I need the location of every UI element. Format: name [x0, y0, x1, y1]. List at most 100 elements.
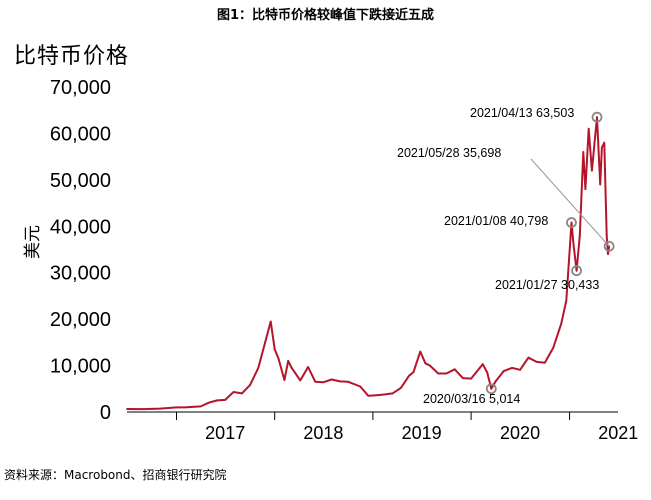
data-point [461, 377, 464, 380]
data-point [582, 151, 585, 153]
data-point [359, 385, 362, 388]
annotation-marker [591, 111, 603, 123]
x-axis: 2017 2018 2019 2020 2021 [127, 411, 638, 443]
data-point [347, 380, 350, 383]
data-point [578, 234, 581, 237]
data-point [391, 392, 394, 395]
data-point [277, 357, 280, 360]
data-point [175, 406, 178, 409]
data-point [399, 386, 402, 389]
data-point [535, 360, 538, 363]
data-point [470, 377, 473, 380]
data-point [419, 350, 422, 353]
data-point [257, 366, 260, 369]
data-point [486, 371, 489, 374]
data-point [605, 234, 608, 237]
data-point [453, 368, 456, 371]
data-point [384, 393, 386, 396]
data-point [511, 366, 513, 369]
data-point [269, 320, 272, 323]
annotation-label: 2021/01/27 30,433 [495, 278, 599, 292]
y-tick-label: 0 [100, 402, 111, 424]
annotation-label: 2021/05/28 35,698 [397, 146, 501, 160]
data-point [240, 392, 243, 395]
y-tick-label: 10,000 [50, 356, 111, 378]
data-point [603, 141, 606, 144]
data-point [424, 362, 427, 365]
data-point [584, 188, 587, 191]
data-point [142, 408, 145, 411]
data-point [437, 372, 440, 375]
data-point [290, 366, 293, 369]
x-tick-label: 2017 [205, 423, 245, 443]
data-point [587, 127, 590, 130]
data-point [543, 361, 546, 364]
data-point [445, 372, 448, 375]
annotation-marker [571, 265, 582, 277]
y-tick-label: 50,000 [50, 170, 111, 192]
data-point [199, 405, 202, 408]
series-layer [126, 116, 611, 411]
data-point [490, 387, 493, 390]
annotation-label: 2020/03/16 5,014 [423, 392, 520, 406]
y-axis: 0 10,000 20,000 30,000 40,000 50,000 60,000 70,… [50, 77, 111, 424]
data-point [126, 408, 128, 410]
annotation-layer: 2021/04/13 63,503 2021/05/28 35,698 2021/0… [397, 106, 615, 406]
data-point [502, 370, 505, 373]
data-point [183, 406, 186, 409]
x-tick-label: 2019 [402, 423, 442, 443]
data-point [249, 384, 251, 386]
data-point [552, 347, 555, 349]
annotation-label: 2021/01/08 40,798 [444, 214, 548, 228]
data-point [232, 391, 235, 393]
y-tick-label: 20,000 [50, 309, 111, 331]
data-point [273, 348, 276, 351]
data-point [367, 394, 370, 397]
y-axis-label: 美元 [23, 225, 43, 259]
chart-title: 比特币价格 [14, 44, 130, 69]
data-point [314, 380, 317, 383]
data-point [159, 407, 161, 410]
data-point [216, 399, 219, 402]
data-point [207, 401, 210, 404]
annotation-label: 2021/04/13 63,503 [470, 106, 574, 120]
data-point [565, 299, 568, 302]
data-point [572, 241, 575, 244]
annotation-leader [530, 158, 610, 247]
data-point [283, 379, 286, 381]
data-point [599, 183, 602, 186]
data-point [322, 381, 325, 384]
data-point [519, 368, 521, 371]
y-tick-label: 60,000 [50, 123, 111, 145]
annotation-marker [485, 383, 497, 395]
data-point [339, 380, 341, 383]
data-point [591, 169, 593, 172]
x-tick-label: 2020 [500, 423, 540, 443]
data-point [600, 146, 603, 149]
data-point [191, 405, 194, 408]
x-tick-label: 2018 [303, 423, 343, 443]
data-point [330, 378, 333, 381]
data-point [604, 192, 607, 195]
data-point [607, 253, 609, 256]
data-point [299, 379, 302, 382]
source-note: 资料来源：Macrobond、招商银行研究院 [4, 468, 227, 482]
data-point [527, 356, 530, 359]
data-point [265, 336, 268, 339]
data-point [412, 371, 415, 373]
data-point [560, 322, 563, 325]
annotation-marker [566, 217, 577, 228]
data-point [224, 399, 227, 401]
data-point [481, 363, 484, 366]
data-point [307, 366, 309, 368]
data-point [596, 116, 598, 119]
data-point [494, 380, 497, 383]
data-point [575, 269, 578, 272]
data-point [429, 364, 431, 367]
figure-title: 图1：比特币价格较峰值下跌接近五成 [216, 8, 435, 23]
data-point [375, 394, 378, 397]
data-point [408, 374, 410, 377]
data-point [570, 221, 573, 224]
x-tick-label: 2021 [598, 423, 638, 443]
